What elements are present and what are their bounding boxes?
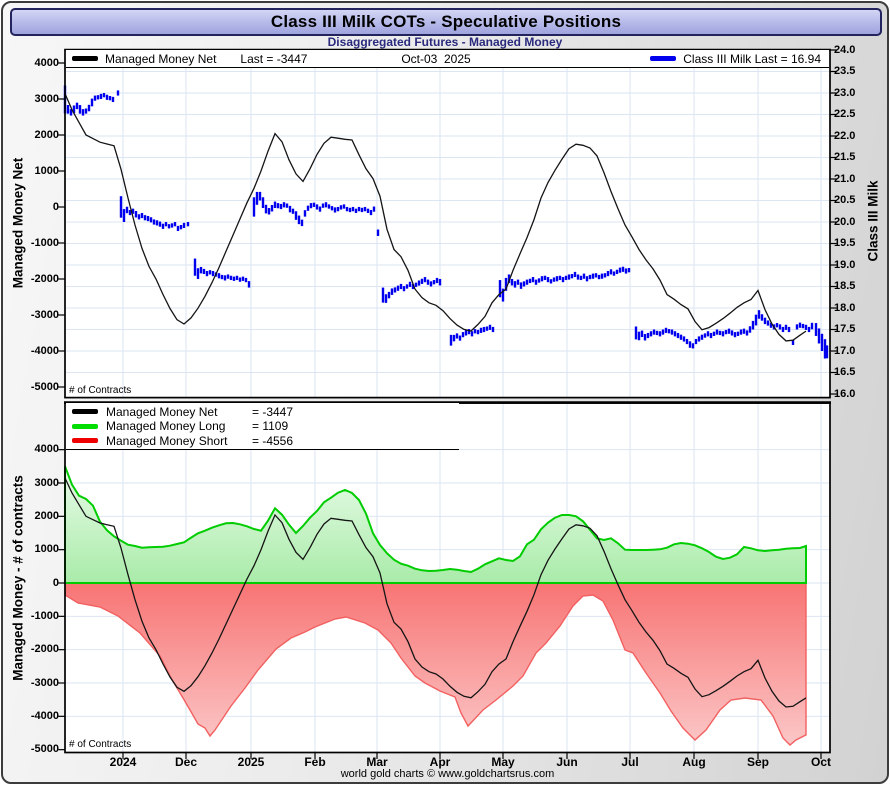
x-tick-label: Jul [621,755,639,769]
bottom-left-tick-label: 4000 [34,443,59,456]
right-tick-label: 18.5 [834,280,856,292]
right-tick-label: 24.0 [834,43,856,56]
net-swatch [72,409,98,414]
legend-row-net: Managed Money Net = -3447 [72,405,459,419]
bottom-legend: Managed Money Net = -3447 Managed Money … [66,403,459,450]
bottom-left-tick-label: -1000 [30,609,59,622]
net-long-short-chart [58,401,831,759]
top-left-tick-label: -2000 [30,272,59,285]
legend-value: = -3447 [252,404,294,419]
bottom-left-tick-label: -2000 [30,643,59,656]
legend-label: Managed Money Short [106,433,228,448]
price-line-swatch [650,56,677,61]
bottom-left-tick-label: 1000 [34,543,59,556]
top-left-tick-label: 4000 [34,56,59,69]
legend-label: Managed Money Long [106,419,226,433]
top-left-tick-label: 1000 [34,164,59,177]
legend-value: = 1109 [252,419,289,433]
right-tick-label: 16.5 [834,366,856,378]
net-vs-price-chart [58,48,837,399]
legend-label: Managed Money Net [106,404,218,419]
legend-row-short: Managed Money Short = -4556 [72,434,459,448]
top-left-tick-label: -1000 [30,236,59,249]
x-tick-label: Mar [366,755,388,769]
net-legend-label: Managed Money Net [105,51,217,66]
right-tick-label: 17.0 [834,344,856,357]
top-left-tick-label: 0 [52,200,59,213]
x-tick-label: Apr [429,755,451,769]
top-left-tick-label: 2000 [34,128,59,141]
x-tick-label: Dec [174,755,197,769]
x-tick-label: Feb [304,755,326,769]
x-tick-label: Oct [810,755,831,769]
bottom-left-tick-label: 2000 [34,509,59,522]
x-tick-label: May [491,755,515,769]
right-tick-label: 20.0 [834,215,856,228]
right-tick-label: 23.5 [834,65,856,77]
legend-date: Oct-03 2025 [401,51,471,66]
top-left-tick-label: 3000 [34,92,59,105]
title-bar: Class III Milk COTs - Speculative Positi… [10,8,882,36]
top-plot-area [65,49,830,398]
bottom-left-tick-label: -3000 [30,676,59,689]
right-tick-label: 18.0 [834,301,856,314]
x-tick-label: Jun [556,755,578,769]
right-tick-label: 17.5 [834,323,856,335]
legend-item-net: Managed Money Net Last = -3447 [72,50,307,67]
x-tick-label: 2025 [237,755,265,769]
legend-item-price: Class III Milk Last = 16.94 [650,50,821,67]
right-tick-label: 19.0 [834,258,856,271]
chart-subtitle: Disaggregated Futures - Managed Money [327,35,563,49]
bottom-left-tick-label: -4000 [30,709,59,722]
right-tick-label: 23.0 [834,86,856,99]
x-tick-label: 2024 [109,755,137,769]
bottom-left-tick-label: 3000 [34,476,59,489]
bottom-left-tick-label: 0 [52,576,59,589]
chart-title: Class III Milk COTs - Speculative Positi… [270,12,622,31]
bottom-units-note: # of Contracts [69,739,132,750]
right-tick-label: 22.0 [834,129,856,142]
x-tick-label: Aug [682,755,706,769]
right-tick-label: 19.5 [834,237,856,249]
net-line-swatch [72,56,98,61]
legend-row-long: Managed Money Long = 1109 [72,419,459,433]
right-tick-label: 21.0 [834,172,856,185]
short-swatch [72,438,98,443]
top-units-note: # of Contracts [69,385,132,396]
right-tick-label: 16.0 [834,387,856,400]
bottom-left-tick-label: -5000 [30,743,59,756]
x-tick-label: Sep [746,755,769,769]
price-last-value: Class III Milk Last = 16.94 [683,51,821,66]
top-legend: Managed Money Net Last = -3447 Oct-03 20… [66,50,829,68]
top-left-tick-label: -5000 [30,380,59,393]
legend-value: = -4556 [252,433,294,448]
top-left-tick-label: -3000 [30,308,59,321]
net-last-value: Last = -3447 [240,51,308,66]
right-tick-label: 22.5 [834,108,856,120]
credit-footer: world gold charts © www.goldchartsrus.co… [340,768,555,780]
long-swatch [72,423,98,429]
top-left-tick-label: -4000 [30,344,59,357]
right-tick-label: 21.5 [834,151,856,163]
right-tick-label: 20.5 [834,194,856,206]
